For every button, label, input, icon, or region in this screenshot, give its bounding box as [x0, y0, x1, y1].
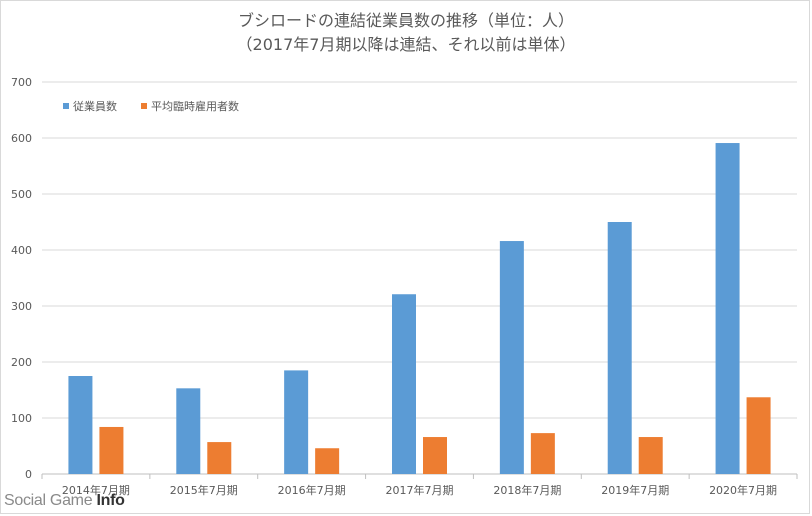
y-tick-label: 200 — [11, 356, 32, 369]
bar-employees — [68, 376, 93, 474]
legend-swatch — [63, 103, 69, 109]
watermark-text: Social Game — [4, 492, 97, 509]
bar-temporary-staff — [746, 397, 771, 474]
y-tick-label: 0 — [25, 468, 32, 481]
x-tick-label: 2019年7月期 — [601, 483, 669, 497]
chart-title: ブシロードの連結従業員数の推移（単位：人） — [237, 11, 574, 30]
x-tick-label: 2017年7月期 — [386, 483, 454, 497]
y-tick-label: 500 — [11, 188, 32, 201]
bar-employees — [284, 370, 309, 474]
x-tick-label: 2020年7月期 — [709, 483, 777, 497]
y-tick-label: 300 — [11, 300, 32, 313]
bar-temporary-staff — [423, 437, 447, 474]
bar-temporary-staff — [207, 442, 232, 474]
y-tick-label: 700 — [11, 76, 32, 89]
bar-temporary-staff — [638, 437, 663, 474]
bar-employees — [607, 222, 632, 474]
x-tick-label: 2016年7月期 — [278, 483, 346, 497]
y-tick-label: 400 — [11, 244, 32, 257]
x-tick-label: 2018年7月期 — [493, 483, 561, 497]
bar-temporary-staff — [530, 433, 555, 474]
legend-label: 平均臨時雇用者数 — [151, 99, 239, 113]
chart-subtitle: （2017年7月期以降は連結、それ以前は単体） — [236, 35, 576, 54]
legend-swatch — [141, 103, 147, 109]
bar-temporary-staff — [99, 426, 124, 474]
watermark-text-bold: Info — [96, 492, 125, 509]
y-tick-label: 600 — [11, 132, 32, 145]
y-tick-label: 100 — [11, 412, 32, 425]
bar-employees — [715, 143, 740, 475]
x-tick-label: 2015年7月期 — [170, 483, 238, 497]
x-tick-label: 2014年7月期 — [62, 483, 130, 497]
legend-label: 従業員数 — [73, 100, 117, 113]
bar-employees — [499, 241, 524, 474]
watermark-logo: Social Game Info — [4, 492, 125, 510]
bar-temporary-staff — [315, 448, 340, 474]
bar-employees — [176, 388, 201, 474]
bar-employees — [392, 294, 416, 474]
